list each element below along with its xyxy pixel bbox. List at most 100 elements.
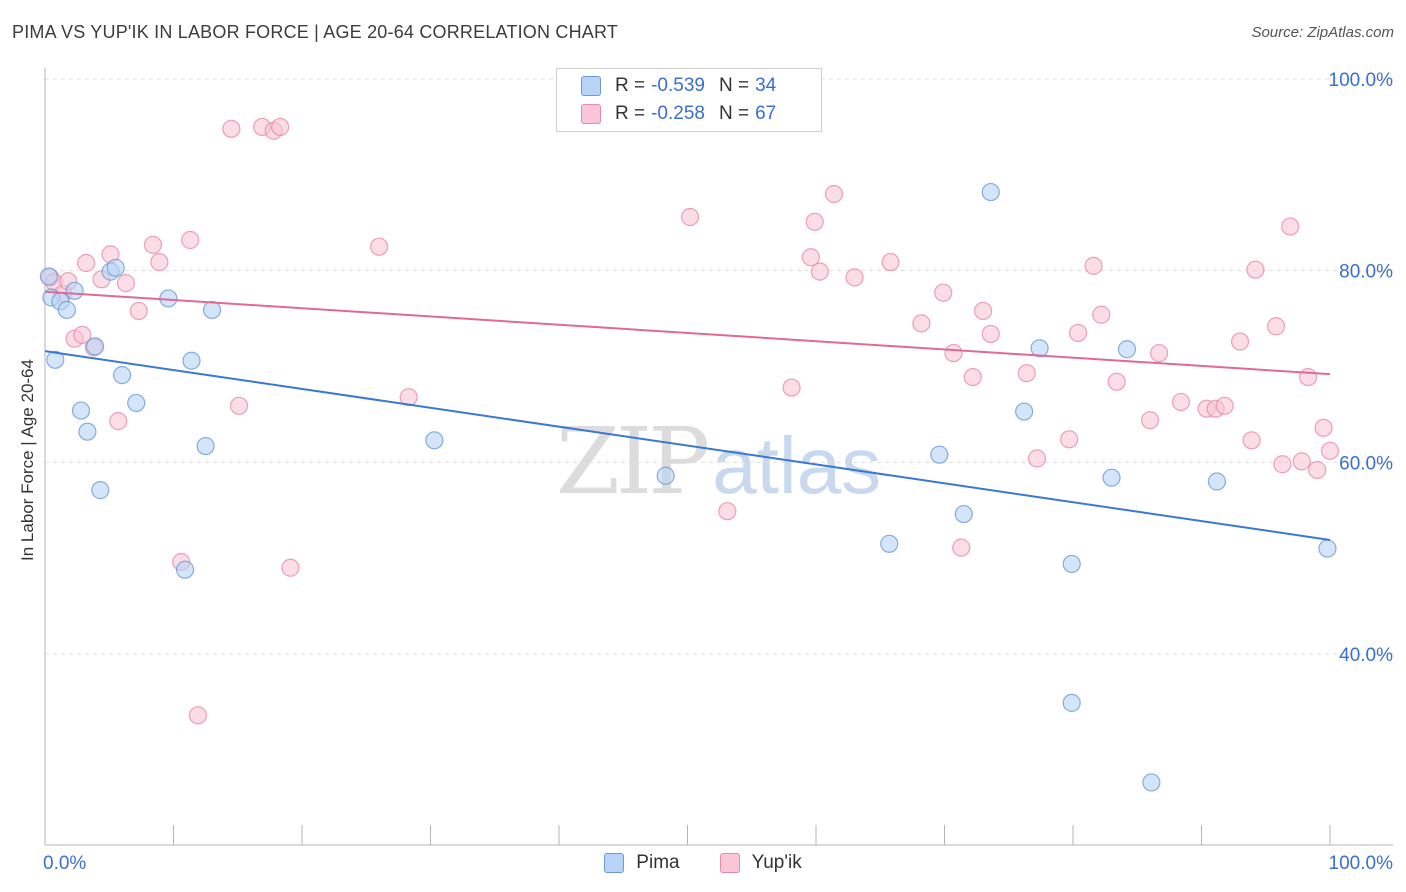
pima-r-label: R = [615,75,646,96]
yupik-point [1171,392,1191,412]
pima-point [46,350,65,369]
yupik-point [1308,460,1327,480]
yupik-point [973,301,993,321]
pima-point [78,422,97,441]
yupik-point [1140,411,1160,430]
pima-point [127,393,146,413]
pima-point [1030,339,1049,358]
yupik-point [805,212,824,231]
pima-point [57,300,76,320]
pima-point [954,504,973,524]
series-legend: Pima Yup'ik [0,852,1406,874]
pima-point [425,431,444,450]
yupik-point [1027,449,1047,468]
pima-point [1015,402,1034,421]
yupik-point [963,367,982,387]
yupik-point [1292,452,1311,471]
yupik-point [1273,455,1292,474]
legend-row-yupik: R = -0.258 N = 67 [581,102,784,126]
yupik-point [1314,418,1333,437]
pima-point [71,401,91,420]
yupik-point [181,230,200,250]
yupik-point [718,502,737,521]
yupik-point [129,301,148,321]
yupik-point [109,412,128,431]
pima-point [1062,554,1081,574]
yupik-r-value: -0.258 [651,103,705,124]
yupik-point [229,396,249,415]
x-tick-label: 100.0% [1329,853,1394,874]
yupik-point [1092,305,1111,324]
legend-pima-swatch [604,853,625,873]
yupik-point [1084,256,1103,275]
pima-point [39,267,58,286]
yupik-point [680,207,700,227]
yupik-point [188,706,208,725]
yupik-point [399,388,418,407]
pima-n-value: 34 [755,75,777,96]
yupik-r-label: R = [615,103,646,124]
yupik-swatch [581,104,601,124]
stats-legend: R = -0.539 N = 34 R = -0.258 N = 67 [556,68,822,132]
pima-n-label: N = [718,75,750,96]
pima-point [1142,773,1161,792]
yupik-point [810,262,829,281]
legend-row-pima: R = -0.539 N = 34 [581,74,784,98]
legend-pima-label: Pima [636,852,680,873]
yupik-point [1320,441,1340,460]
yupik-point [222,119,241,138]
y-axis-label: In Labor Force | Age 20-64 [18,359,37,561]
yupik-point [801,248,820,267]
watermark-zip: ZIP [556,408,710,515]
yupik-point [281,558,300,577]
yupik-n-value: 67 [755,103,777,124]
yupik-point [1246,260,1265,279]
pima-point [91,481,110,500]
pima-point [202,300,222,320]
yupik-point [1266,317,1286,336]
yupik-point [73,325,92,344]
pima-point [1207,472,1227,491]
yupik-point [150,252,169,272]
yupik-point [881,252,900,272]
yupik-point [1281,217,1300,236]
pima-point [65,281,84,300]
pima-swatch [581,76,601,96]
pima-point [1102,468,1121,487]
chart-title: PIMA VS YUP'IK IN LABOR FORCE | AGE 20-6… [12,22,619,42]
pima-point [175,560,195,579]
yupik-trend-line [44,290,1331,376]
pima-point [86,337,105,356]
pima-point [880,534,899,553]
yupik-point [912,314,931,333]
yupik-point [952,538,971,557]
y-tick-label: 40.0% [1339,645,1393,666]
yupik-point [1215,396,1234,415]
pima-r-value: -0.539 [651,75,705,96]
yupik-point [944,343,963,363]
legend-yupik-swatch [719,853,740,873]
yupik-point [824,184,844,204]
yupik-point [1242,431,1261,450]
pima-point [106,258,125,277]
yupik-point [1069,323,1088,343]
yupik-point [845,268,864,287]
yupik-point [1299,367,1318,387]
yupik-point [271,117,290,137]
yupik-point [1107,372,1126,391]
legend-yupik-label: Yup'ik [751,852,802,873]
yupik-point [77,253,96,273]
watermark: ZIPatlas [556,408,881,515]
yupik-point [934,283,953,302]
watermark-atlas: atlas [712,421,882,510]
pima-point [1062,693,1081,712]
pima-point [1117,340,1137,359]
yupik-n-label: N = [718,103,750,124]
x-tick-label: 0.0% [43,853,86,874]
pima-point [930,445,949,464]
yupik-point [116,274,136,293]
yupik-point [1149,343,1169,363]
pima-point [981,182,1000,202]
y-tick-label: 60.0% [1339,453,1393,474]
yupik-point [143,235,163,254]
